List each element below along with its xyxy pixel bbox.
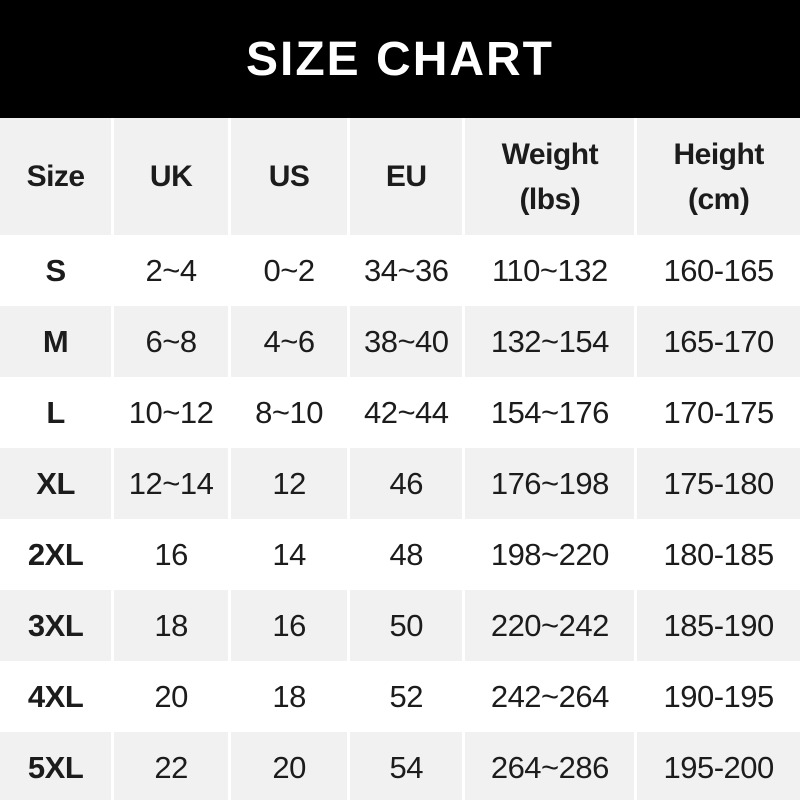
column-header-eu: EU <box>347 118 462 235</box>
table-cell: 264~286 <box>462 732 634 800</box>
size-table: Size UK US EU Weight (lbs) Height (cm) S 2~4 0~2 34… <box>0 118 800 800</box>
table-cell: 42~44 <box>347 377 462 448</box>
column-header-label: US <box>268 160 310 193</box>
column-header-sublabel: (cm) <box>687 182 750 216</box>
table-header-row: Size UK US EU Weight (lbs) Height (cm) <box>0 118 800 235</box>
table-cell: 16 <box>227 590 347 661</box>
column-header-uk: UK <box>111 118 228 235</box>
table-cell: 22 <box>111 732 228 800</box>
column-header-size: Size <box>0 118 111 235</box>
table-cell: 38~40 <box>347 306 462 377</box>
table-cell: 110~132 <box>462 235 634 306</box>
table-cell: 18 <box>227 661 347 732</box>
table-cell: 6~8 <box>111 306 228 377</box>
table-cell: 195-200 <box>634 732 800 800</box>
column-header-label: Size <box>26 160 86 193</box>
table-cell: 16 <box>111 519 228 590</box>
table-cell: 12~14 <box>111 448 228 519</box>
table-cell: 14 <box>227 519 347 590</box>
table-cell: 175-180 <box>634 448 800 519</box>
table-cell: 34~36 <box>347 235 462 306</box>
size-label-cell: XL <box>36 465 75 501</box>
table-cell: 54 <box>347 732 462 800</box>
table-row-5xl: 5XL 22 20 54 264~286 195-200 <box>0 732 800 800</box>
table-cell: 132~154 <box>462 306 634 377</box>
table-row-s: S 2~4 0~2 34~36 110~132 160-165 <box>0 235 800 306</box>
table-cell: 170-175 <box>634 377 800 448</box>
table-row-l: L 10~12 8~10 42~44 154~176 170-175 <box>0 377 800 448</box>
size-label-cell: 3XL <box>27 607 84 643</box>
table-cell: 10~12 <box>111 377 228 448</box>
table-cell: 185-190 <box>634 590 800 661</box>
table-cell: 46 <box>347 448 462 519</box>
table-cell: 154~176 <box>462 377 634 448</box>
table-cell: 18 <box>111 590 228 661</box>
table-cell: 242~264 <box>462 661 634 732</box>
table-cell: 20 <box>227 732 347 800</box>
size-label-cell: 2XL <box>27 536 84 572</box>
table-cell: 20 <box>111 661 228 732</box>
table-cell: 180-185 <box>634 519 800 590</box>
column-header-weight: Weight (lbs) <box>462 118 634 235</box>
table-row-2xl: 2XL 16 14 48 198~220 180-185 <box>0 519 800 590</box>
column-header-label: UK <box>149 160 193 193</box>
column-header-us: US <box>227 118 347 235</box>
table-cell: 12 <box>227 448 347 519</box>
table-cell: 50 <box>347 590 462 661</box>
size-label-cell: L <box>46 394 65 430</box>
table-row-3xl: 3XL 18 16 50 220~242 185-190 <box>0 590 800 661</box>
table-row-4xl: 4XL 20 18 52 242~264 190-195 <box>0 661 800 732</box>
column-header-label: EU <box>385 160 427 193</box>
table-cell: 0~2 <box>227 235 347 306</box>
table-cell: 176~198 <box>462 448 634 519</box>
table-cell: 4~6 <box>227 306 347 377</box>
table-row-xl: XL 12~14 12 46 176~198 175-180 <box>0 448 800 519</box>
table-cell: 198~220 <box>462 519 634 590</box>
title-banner: SIZE CHART <box>0 0 800 118</box>
table-cell: 190-195 <box>634 661 800 732</box>
column-header-label: Height <box>673 137 764 171</box>
table-cell: 8~10 <box>227 377 347 448</box>
table-cell: 2~4 <box>111 235 228 306</box>
size-label-cell: 4XL <box>27 678 84 714</box>
column-header-height: Height (cm) <box>634 118 800 235</box>
table-cell: 160-165 <box>634 235 800 306</box>
table-cell: 220~242 <box>462 590 634 661</box>
table-cell: 165-170 <box>634 306 800 377</box>
table-row-m: M 6~8 4~6 38~40 132~154 165-170 <box>0 306 800 377</box>
size-label-cell: M <box>42 323 69 359</box>
table-cell: 48 <box>347 519 462 590</box>
size-label-cell: 5XL <box>27 749 84 785</box>
page-title: SIZE CHART <box>246 32 554 86</box>
column-header-label: Weight <box>501 137 599 171</box>
table-cell: 52 <box>347 661 462 732</box>
column-header-sublabel: (lbs) <box>519 182 581 216</box>
size-label-cell: S <box>45 252 67 288</box>
